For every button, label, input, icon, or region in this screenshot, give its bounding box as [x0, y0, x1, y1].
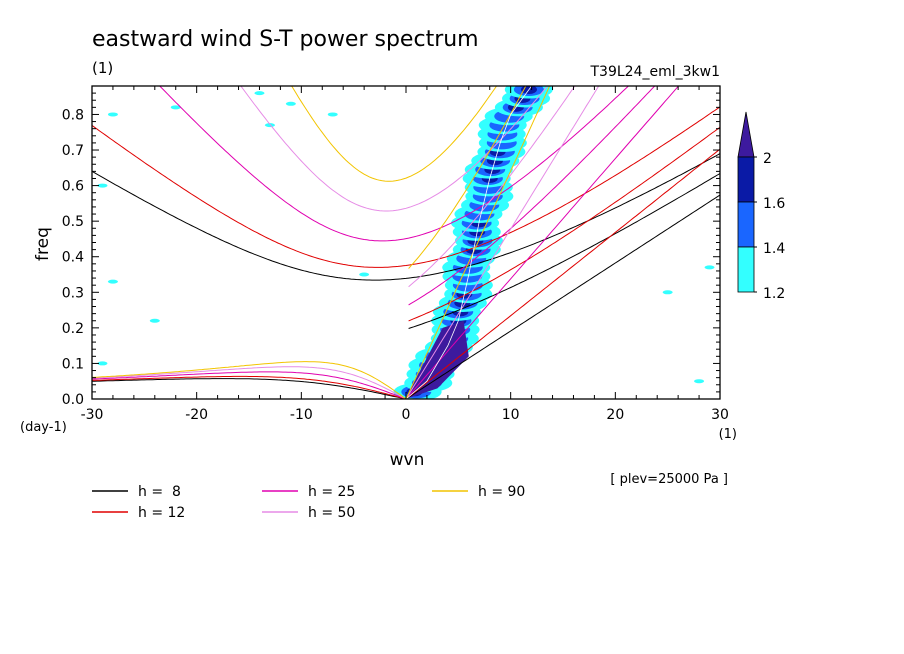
y-tick-label: 0.5	[62, 214, 84, 230]
power-spot	[170, 105, 181, 110]
y-tick-label: 0.7	[62, 143, 84, 159]
power-spot	[662, 290, 673, 295]
rossby-curve-h8	[92, 378, 407, 399]
power-spot	[107, 112, 118, 117]
y-units-label: (day-1)	[20, 420, 67, 435]
power-spot	[97, 183, 108, 188]
colorbar-arrow	[737, 111, 755, 158]
kelvin-curve-h90	[405, 86, 551, 399]
rossby-curve-h12	[92, 375, 407, 399]
kelvin-curve-h12	[405, 148, 720, 399]
ig-curve-h25	[159, 86, 630, 242]
power-spot	[107, 279, 118, 284]
ridge-line	[405, 86, 532, 399]
y-tick-label: 0.6	[62, 179, 84, 195]
x-tick-label: 10	[502, 407, 520, 423]
power-spot	[97, 361, 108, 366]
x-tick-label: 20	[606, 407, 624, 423]
ig-curve-h8	[92, 153, 720, 281]
x-tick-label: -10	[290, 407, 313, 423]
rossby-curve-h50	[92, 366, 407, 399]
power-spot	[254, 91, 265, 96]
plev-note: [ plev=25000 Pa ]	[610, 472, 728, 487]
colorbar-label: 2	[763, 151, 772, 167]
y-axis-label: freq	[33, 227, 53, 261]
ig-curve-h90	[291, 86, 498, 182]
legend-label: h = 25	[308, 484, 355, 500]
chart-title: eastward wind S-T power spectrum	[92, 27, 479, 52]
rossby-curve-h90	[92, 361, 407, 399]
colorbar-label: 1.2	[763, 286, 785, 302]
colorbar-segment	[737, 156, 755, 203]
colorbar-label: 1.4	[763, 241, 785, 257]
x-tick-label: 30	[711, 407, 729, 423]
rossby-curve-h25	[92, 371, 407, 399]
ig0-curve-h90	[408, 86, 527, 269]
ig-curve-h50	[240, 86, 548, 212]
x-tick-label: 0	[402, 407, 411, 423]
ig0-curve-h50	[408, 86, 576, 288]
ig0-curve-h12	[408, 126, 720, 322]
power-contours	[97, 86, 715, 399]
power-spot	[359, 272, 370, 277]
y-tick-label: 0.8	[62, 107, 84, 123]
plot-frame	[91, 85, 721, 400]
power-spot	[694, 379, 705, 384]
kelvin-curve-h25	[405, 86, 680, 399]
ig-curve-h12	[92, 106, 720, 268]
y-tick-label: 0.0	[62, 392, 84, 408]
x-tick-label: -30	[81, 407, 104, 423]
power-core	[406, 320, 469, 399]
power-spot	[704, 265, 715, 270]
y-tick-label: 0.4	[62, 250, 84, 266]
y-tick-label: 0.3	[62, 285, 84, 301]
colorbar-segment	[737, 246, 755, 293]
experiment-label: T39L24_eml_3kw1	[590, 64, 721, 80]
legend-label: h = 8	[138, 484, 181, 500]
power-spot	[149, 318, 160, 323]
legend-label: h = 90	[478, 484, 525, 500]
x-units-label: (1)	[719, 427, 737, 442]
x-axis-label: wvn	[390, 450, 425, 470]
x-tick-label: -20	[185, 407, 208, 423]
dispersion-curves	[92, 86, 720, 399]
legend: h = 8 h = 12 h = 25 h = 50 h = 90	[92, 484, 525, 521]
colorbar: 2 1.6 1.4 1.2	[737, 111, 785, 302]
y-tick-label: 0.2	[62, 321, 84, 337]
legend-label: h = 12	[138, 505, 185, 521]
ig0-curve-h25	[408, 86, 656, 306]
y-tick-label: 0.1	[62, 356, 84, 372]
legend-label: h = 50	[308, 505, 355, 521]
units-label: (1)	[92, 59, 113, 77]
colorbar-segment	[737, 201, 755, 248]
colorbar-label: 1.6	[763, 196, 785, 212]
power-spot	[285, 101, 296, 106]
kelvin-curve-h50	[405, 86, 600, 399]
axis-ticks: -30 -20 -10 0 10 20 30 0.0 0.1 0.2 0.3 0.4 0.5 0.6 0.7…	[62, 85, 729, 423]
ig0-curve-h8	[408, 173, 720, 329]
power-spot	[327, 112, 338, 117]
kelvin-curve-h8	[405, 194, 720, 399]
